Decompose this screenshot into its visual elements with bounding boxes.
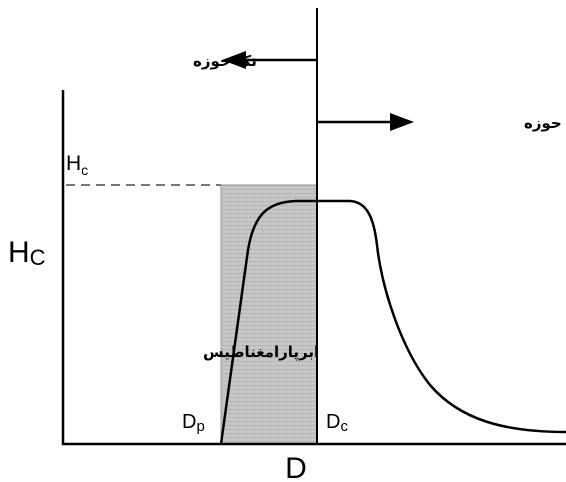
multi-domain-label: چند حوزه (524, 114, 566, 133)
single-domain-label: تک حوزه (193, 52, 257, 70)
coercivity-curve (219, 199, 566, 445)
y-axis-label: HC (8, 236, 46, 270)
superparamagnetic-label: ابرپارامغناطیس (203, 343, 319, 362)
dp-label-main: D (182, 411, 196, 433)
dc-label-sub: c (340, 418, 348, 435)
single-domain-arrow-head (222, 51, 246, 69)
hc-line-label-main: H (66, 152, 81, 175)
x-axis-label: D (285, 452, 307, 482)
single-domain-shaded-region (221, 185, 317, 444)
dc-label: Dc (326, 411, 348, 435)
dc-label-main: D (326, 411, 340, 433)
dp-label-sub: p (196, 418, 204, 435)
y-axis-label-main: H (8, 236, 30, 269)
y-axis-label-sub: C (30, 245, 46, 270)
hc-line-label: Hc (66, 152, 88, 178)
hc-line-label-sub: c (81, 162, 88, 178)
multi-domain-arrow-head (390, 113, 414, 131)
dp-label: Dp (182, 411, 205, 435)
